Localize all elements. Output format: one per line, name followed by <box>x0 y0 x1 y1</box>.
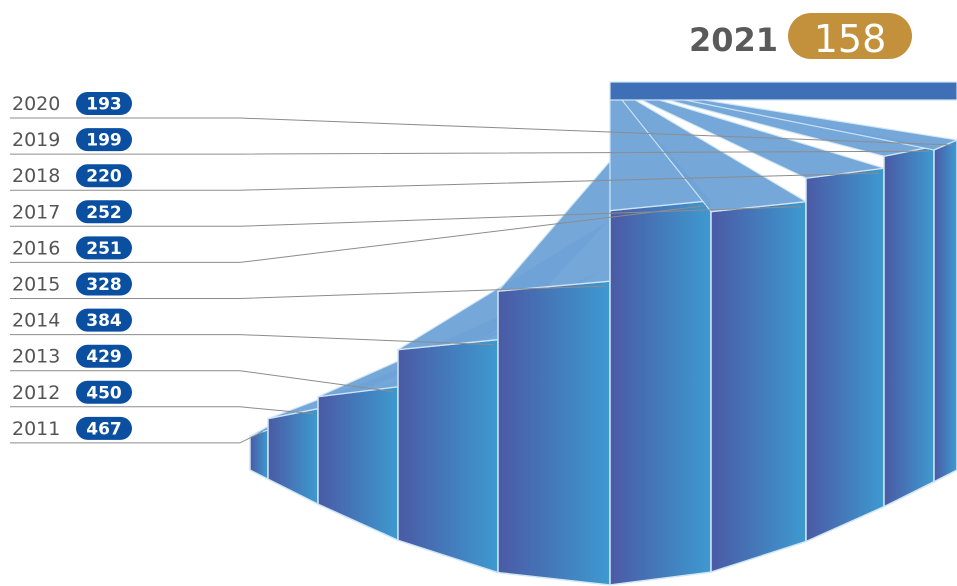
leader-line-2011 <box>10 430 264 444</box>
year-label-2020: 2020 <box>12 93 60 115</box>
bar-2017 <box>710 200 807 574</box>
value-pill-2013 <box>76 344 132 368</box>
leader-line-2019 <box>10 150 930 155</box>
bar-2020 <box>933 139 957 483</box>
leader-line-2013 <box>10 370 394 393</box>
bar-2013 <box>317 385 399 542</box>
leader-line-2015 <box>10 285 606 299</box>
year-label-2013: 2013 <box>12 346 60 368</box>
value-pill-2018 <box>76 164 132 188</box>
value-label-2019: 199 <box>86 131 122 151</box>
bar-top-2018 <box>609 84 885 179</box>
bar-2018 <box>805 167 885 543</box>
value-pill-2014 <box>76 308 132 332</box>
value-label-2016: 251 <box>86 239 122 259</box>
bar-2021 <box>609 81 957 101</box>
leader-line-2012 <box>10 406 314 415</box>
value-label-2014: 384 <box>86 311 122 331</box>
leader-line-2018 <box>10 172 880 191</box>
value-pill-2020 <box>76 92 132 115</box>
value-label-2020: 193 <box>86 95 122 115</box>
year-label-2019: 2019 <box>12 129 60 151</box>
bar-2019 <box>883 145 935 508</box>
value-pill-2011 <box>76 416 132 440</box>
value-label-2012: 450 <box>86 383 122 403</box>
value-pill-2012 <box>76 380 132 404</box>
year-label-2018: 2018 <box>12 165 60 187</box>
year-label-2016: 2016 <box>12 237 60 259</box>
highlight-year: 2021 <box>689 21 778 59</box>
value-pill-2016 <box>76 236 132 260</box>
value-label-2013: 429 <box>86 347 122 367</box>
highlight-value: 158 <box>814 17 887 61</box>
value-pill-2017 <box>76 200 132 224</box>
year-label-2017: 2017 <box>12 201 60 223</box>
bar-2015 <box>497 280 611 586</box>
value-label-2017: 252 <box>86 203 122 223</box>
value-pill-2015 <box>76 272 132 296</box>
leader-line-2014 <box>10 334 494 346</box>
leader-line-2017 <box>10 206 802 227</box>
leader-line-2016 <box>10 205 707 263</box>
year-label-2014: 2014 <box>12 310 60 332</box>
leader-line-2020 <box>10 117 953 146</box>
year-label-2015: 2015 <box>12 274 60 296</box>
highlight-callout: 2021 158 <box>689 13 912 61</box>
year-label-2012: 2012 <box>12 382 60 404</box>
year-label-2011: 2011 <box>12 418 60 440</box>
highlight-pill <box>788 13 912 59</box>
bar-2012 <box>267 407 319 506</box>
bar-top-2017 <box>609 84 808 213</box>
value-pill-2019 <box>76 128 132 152</box>
value-label-2018: 220 <box>86 167 122 187</box>
bar-2016 <box>609 199 712 586</box>
value-label-2015: 328 <box>86 275 122 295</box>
value-label-2011: 467 <box>86 419 122 439</box>
bar-2014 <box>397 338 499 574</box>
